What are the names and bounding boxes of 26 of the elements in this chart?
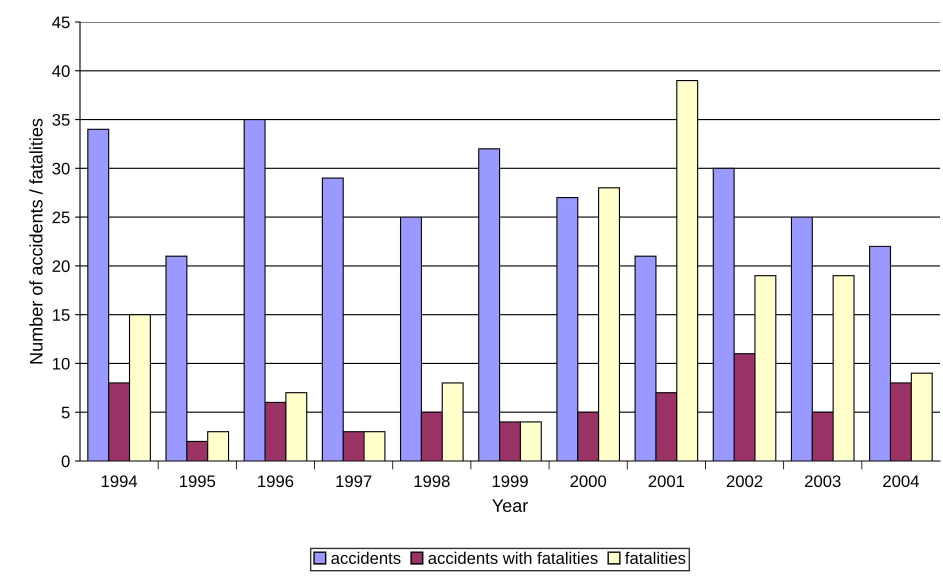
y-tick-label: 15 — [53, 309, 70, 321]
y-tick-label: 25 — [52, 212, 70, 224]
y-tick-label: 10 — [53, 358, 70, 370]
x-tick-label: 2003 — [805, 475, 841, 488]
x-tick-label: 1995 — [180, 475, 216, 488]
x-tick-label: 2004 — [883, 475, 919, 488]
x-tick-label: 1997 — [336, 475, 372, 488]
y-tick-label: 20 — [52, 260, 70, 272]
x-tick-label: 1996 — [258, 475, 294, 488]
x-axis-title: Year — [492, 499, 528, 512]
legend-label: fatalities — [625, 552, 686, 564]
x-tick-label: 1998 — [414, 475, 450, 488]
x-tick-label: 2002 — [726, 475, 762, 488]
y-axis-title: Number of accidents / fatalities — [29, 118, 43, 364]
y-tick-label: 40 — [52, 65, 70, 77]
legend-label: accidents — [331, 552, 400, 564]
x-tick-label: 1994 — [102, 475, 138, 488]
y-tick-label: 5 — [62, 406, 70, 418]
y-tick-label: 35 — [52, 114, 70, 126]
x-tick-label: 1999 — [492, 475, 528, 488]
y-tick-label: 0 — [62, 455, 70, 468]
legend-label: accidents with fatalities — [428, 552, 598, 564]
y-tick-label: 30 — [52, 162, 70, 175]
x-tick-label: 2001 — [648, 475, 684, 488]
y-tick-label: 45 — [52, 16, 70, 28]
x-tick-label: 2000 — [570, 475, 606, 488]
